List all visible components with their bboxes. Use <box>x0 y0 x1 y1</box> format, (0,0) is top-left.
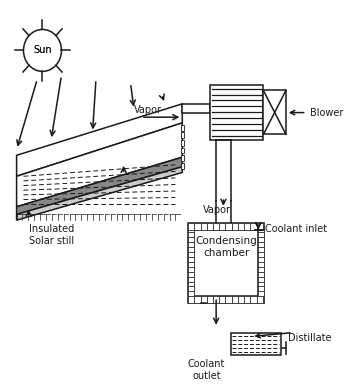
Text: Coolant
outlet: Coolant outlet <box>188 359 225 381</box>
Bar <box>188 257 194 262</box>
Bar <box>258 272 264 277</box>
Bar <box>181 163 184 169</box>
Bar <box>188 282 194 286</box>
Bar <box>201 296 207 303</box>
Bar <box>188 262 194 266</box>
Bar <box>194 296 201 303</box>
Bar <box>207 223 213 230</box>
Bar <box>225 223 232 230</box>
Bar <box>258 242 264 247</box>
Bar <box>188 291 194 296</box>
Bar <box>188 232 194 237</box>
Bar <box>188 247 194 252</box>
Bar <box>258 262 264 266</box>
Bar <box>219 223 225 230</box>
Text: Insulated
Solar still: Insulated Solar still <box>29 224 74 245</box>
Text: Coolant inlet: Coolant inlet <box>265 224 327 233</box>
Bar <box>238 296 244 303</box>
Bar <box>182 104 210 113</box>
Bar <box>213 223 219 230</box>
Text: Blower: Blower <box>310 108 343 117</box>
Bar <box>207 296 213 303</box>
Bar <box>257 223 263 230</box>
Bar <box>194 223 201 230</box>
Bar <box>225 296 232 303</box>
Bar <box>263 296 264 303</box>
Polygon shape <box>17 167 182 220</box>
Bar <box>181 148 184 153</box>
Bar <box>258 257 264 262</box>
Bar <box>188 230 194 232</box>
Bar <box>210 85 263 140</box>
Bar <box>188 277 194 282</box>
Text: Condensing
chamber: Condensing chamber <box>196 236 257 258</box>
Text: Sun: Sun <box>33 46 52 56</box>
Bar <box>188 237 194 242</box>
Bar <box>213 296 219 303</box>
Bar <box>258 232 264 237</box>
Bar <box>258 237 264 242</box>
Bar <box>250 223 257 230</box>
Bar <box>263 91 286 134</box>
Bar <box>188 223 264 303</box>
Bar <box>231 333 281 356</box>
Polygon shape <box>17 123 182 207</box>
Bar <box>238 223 244 230</box>
Bar <box>188 252 194 257</box>
Bar <box>181 155 184 161</box>
Text: Distillate: Distillate <box>287 333 331 343</box>
Bar <box>232 223 238 230</box>
Bar <box>258 247 264 252</box>
Polygon shape <box>17 157 182 214</box>
Bar <box>188 272 194 277</box>
Bar <box>188 242 194 247</box>
Bar <box>188 296 194 303</box>
Bar <box>258 266 264 272</box>
Bar <box>258 252 264 257</box>
Bar <box>244 296 250 303</box>
Text: Vapor: Vapor <box>203 205 231 215</box>
Bar <box>201 223 207 230</box>
Bar <box>194 230 258 296</box>
Bar <box>257 296 263 303</box>
Bar <box>258 286 264 291</box>
Text: Vapor: Vapor <box>134 105 162 115</box>
Bar <box>258 277 264 282</box>
Bar <box>258 230 264 232</box>
Bar <box>258 291 264 296</box>
Bar <box>188 266 194 272</box>
Bar <box>244 223 250 230</box>
Bar <box>258 282 264 286</box>
Bar <box>219 296 225 303</box>
Bar <box>181 125 184 131</box>
Bar <box>232 296 238 303</box>
Bar <box>181 140 184 146</box>
Bar <box>250 296 257 303</box>
Bar <box>181 132 184 138</box>
Bar <box>263 223 264 230</box>
Bar <box>188 286 194 291</box>
Polygon shape <box>17 104 182 176</box>
Bar <box>188 223 194 230</box>
Text: Sun: Sun <box>33 46 52 56</box>
